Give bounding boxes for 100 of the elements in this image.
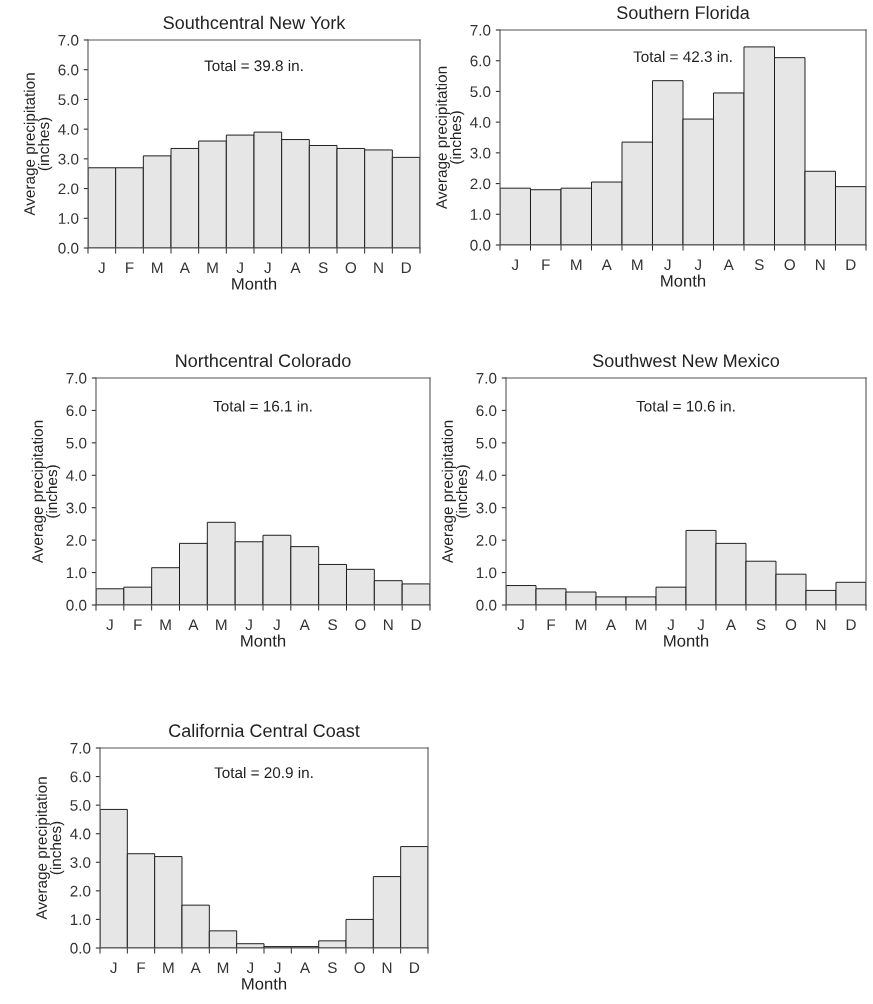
- x-axis-title: Month: [232, 277, 277, 290]
- y-tick-label: 2.0: [70, 885, 91, 897]
- x-tick-label: D: [411, 619, 421, 630]
- y-tick-label: 2.0: [476, 535, 497, 546]
- x-tick-label: J: [664, 259, 671, 271]
- x-tick-label: A: [299, 962, 311, 973]
- x-tick-label: O: [355, 619, 366, 631]
- y-tick-label: 5.0: [70, 800, 91, 811]
- y-tick-label: 7.0: [66, 372, 87, 384]
- x-tick-label: J: [110, 962, 117, 974]
- y-tick-label: 2.0: [66, 535, 87, 546]
- x-tick-label: A: [188, 619, 199, 630]
- x-tick-label: M: [160, 619, 171, 630]
- y-tick-label: 6.0: [66, 405, 87, 417]
- y-tick-label: 4.0: [476, 470, 497, 481]
- x-tick-label: M: [207, 262, 218, 273]
- x-tick-label: J: [511, 259, 518, 271]
- x-tick-label: J: [667, 619, 674, 631]
- y-tick-label: 7.0: [470, 24, 491, 36]
- x-tick-label: N: [383, 619, 393, 630]
- x-tick-label: A: [723, 259, 734, 270]
- y-tick-label: 0.0: [70, 942, 91, 954]
- x-tick-label: J: [106, 619, 113, 631]
- chart-title: Southern Florida: [617, 5, 750, 20]
- y-tick-label: 7.0: [476, 372, 497, 384]
- x-tick-label: D: [410, 962, 420, 973]
- x-tick-label: J: [246, 962, 254, 974]
- x-tick-label: A: [725, 619, 737, 630]
- chart-title: Northcentral Colorado: [176, 353, 351, 368]
- x-tick-label: M: [152, 262, 163, 273]
- chart-title: Southcentral New York: [163, 15, 346, 30]
- y-tick-label: 5.0: [476, 437, 497, 449]
- annotation: Total = 20.9 in.: [214, 766, 313, 779]
- y-tick-label: 0.0: [470, 239, 491, 251]
- x-tick-label: M: [635, 619, 647, 630]
- x-tick-label: N: [382, 962, 392, 973]
- x-tick-label: O: [785, 619, 797, 631]
- x-tick-label: F: [542, 259, 550, 270]
- y-tick-label: 2.0: [470, 178, 491, 190]
- x-tick-label: S: [754, 259, 764, 271]
- y-tick-label: 1.0: [58, 213, 79, 224]
- y-tick-label: 1.0: [66, 567, 87, 579]
- x-tick-label: M: [216, 619, 227, 630]
- x-tick-label: N: [816, 619, 826, 630]
- y-axis-title: Average precipitation (inches): [35, 777, 65, 920]
- y-tick-label: 5.0: [66, 437, 87, 449]
- x-tick-label: F: [137, 962, 146, 973]
- x-axis-title: Month: [241, 634, 286, 647]
- x-tick-label: J: [236, 262, 243, 274]
- x-tick-label: J: [273, 619, 280, 631]
- x-tick-label: O: [345, 262, 357, 274]
- y-tick-label: 2.0: [58, 183, 79, 195]
- x-tick-label: M: [575, 619, 587, 630]
- y-tick-label: 1.0: [470, 209, 491, 220]
- x-tick-label: J: [517, 619, 524, 631]
- x-tick-label: J: [274, 962, 281, 974]
- x-tick-label: J: [245, 619, 252, 631]
- chart-title: Southwest New Mexico: [593, 353, 780, 368]
- x-tick-label: F: [126, 262, 134, 273]
- x-axis-title: Month: [242, 977, 287, 990]
- x-tick-label: D: [846, 619, 856, 630]
- x-tick-label: O: [784, 259, 795, 271]
- x-tick-label: S: [328, 619, 337, 631]
- x-tick-label: O: [354, 962, 365, 974]
- y-tick-label: 7.0: [58, 34, 79, 46]
- x-tick-label: S: [756, 619, 766, 631]
- x-tick-label: D: [846, 259, 856, 270]
- y-tick-label: 4.0: [66, 470, 87, 481]
- y-axis-title: Average precipitation (inches): [441, 420, 471, 564]
- x-tick-label: S: [318, 262, 328, 274]
- x-tick-label: D: [401, 262, 411, 273]
- annotation: Total = 16.1 in.: [213, 400, 312, 412]
- x-tick-label: J: [694, 259, 701, 271]
- y-tick-label: 5.0: [470, 86, 491, 98]
- x-tick-label: A: [179, 262, 190, 273]
- x-tick-label: M: [163, 962, 174, 973]
- x-tick-label: N: [374, 262, 383, 273]
- y-tick-label: 4.0: [70, 828, 91, 840]
- annotation: Total = 42.3 in.: [633, 50, 732, 63]
- y-tick-label: 6.0: [58, 64, 79, 76]
- y-tick-label: 4.0: [470, 117, 491, 128]
- y-axis-title: Average precipitation (inches): [435, 66, 465, 210]
- x-tick-label: J: [264, 262, 271, 274]
- x-tick-label: J: [697, 619, 704, 631]
- y-tick-label: 3.0: [66, 502, 87, 514]
- x-tick-label: F: [547, 619, 556, 630]
- y-tick-label: 3.0: [476, 502, 497, 514]
- x-tick-label: M: [571, 259, 582, 270]
- y-tick-label: 6.0: [470, 55, 491, 67]
- y-tick-label: 1.0: [70, 914, 91, 926]
- y-tick-label: 3.0: [70, 857, 91, 868]
- annotation: Total = 10.6 in.: [636, 400, 735, 412]
- y-tick-label: 0.0: [476, 599, 497, 611]
- y-axis-title: Average precipitation (inches): [23, 73, 53, 216]
- x-tick-label: M: [217, 962, 229, 973]
- x-tick-label: A: [299, 619, 310, 630]
- y-tick-label: 0.0: [66, 599, 87, 611]
- y-tick-label: 3.0: [470, 147, 491, 159]
- chart-title: California Central Coast: [169, 723, 360, 738]
- x-tick-label: M: [632, 259, 643, 270]
